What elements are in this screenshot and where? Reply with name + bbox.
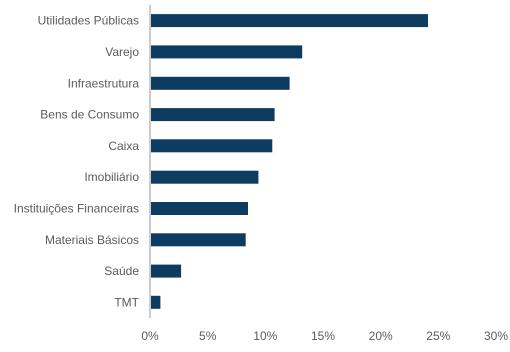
category-label: Imobiliário: [84, 170, 139, 184]
bar-7: [151, 233, 246, 247]
category-label: Materiais Básicos: [45, 233, 139, 247]
bar-3: [151, 108, 275, 122]
bar-6: [151, 202, 248, 215]
category-label: TMT: [114, 295, 139, 309]
x-tick-label: 15%: [311, 329, 335, 343]
category-label: Utilidades Públicas: [38, 14, 139, 28]
bar-0: [151, 14, 428, 28]
x-tick-label: 0%: [141, 329, 159, 343]
bar-8: [151, 264, 182, 278]
bar-9: [151, 295, 161, 309]
bar-4: [151, 139, 273, 153]
bar-5: [151, 170, 259, 184]
x-tick-label: 10%: [253, 329, 277, 343]
x-tick-label: 25%: [426, 329, 450, 343]
x-tick-label: 20%: [369, 329, 393, 343]
bar-1: [151, 45, 303, 59]
x-tick-label: 30%: [484, 329, 508, 343]
category-label: Infraestrutura: [68, 76, 140, 90]
category-label: Saúde: [104, 264, 139, 278]
category-label: Caixa: [108, 139, 139, 153]
x-tick-label: 5%: [199, 329, 217, 343]
category-label: Bens de Consumo: [40, 108, 139, 122]
category-label: Varejo: [105, 45, 139, 59]
category-label: Instituições Financeiras: [14, 202, 139, 216]
bar-2: [151, 76, 290, 90]
